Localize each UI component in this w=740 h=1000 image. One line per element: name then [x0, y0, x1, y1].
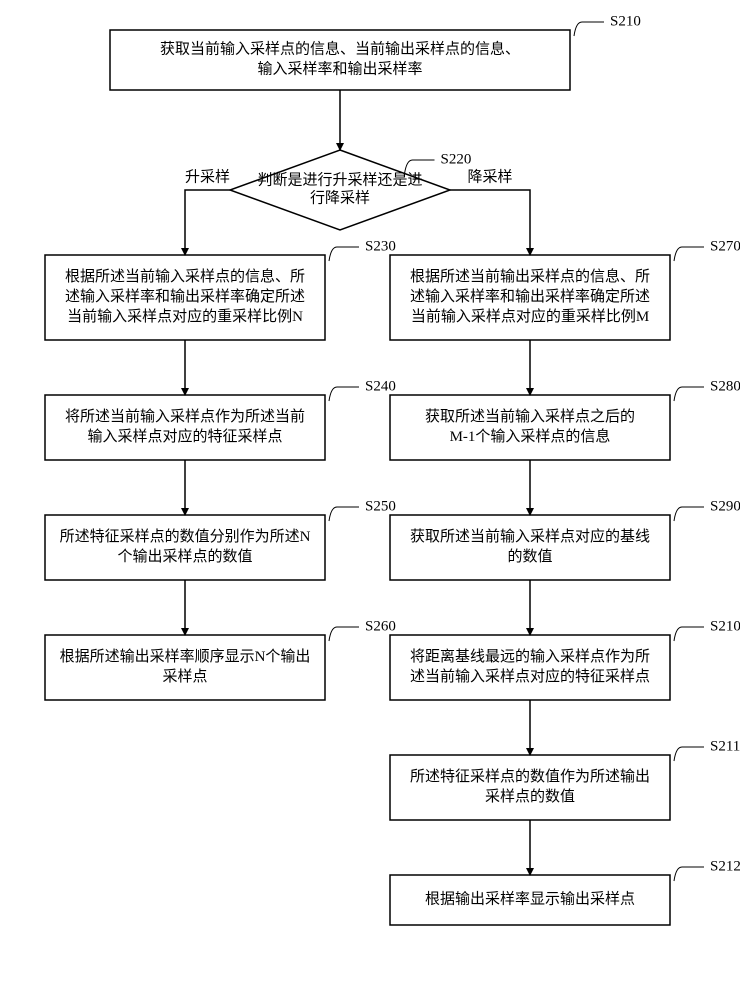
label-leader	[674, 747, 704, 761]
node-text: 输入采样率和输出采样率	[257, 60, 422, 77]
step-label: S220	[441, 151, 472, 167]
node-s260: 根据所述输出采样率顺序显示N个输出采样点 S260	[45, 618, 396, 700]
edge	[450, 190, 530, 255]
node-text: 获取所述当前输入采样点之后的	[425, 408, 635, 425]
node-text: 获取所述当前输入采样点对应的基线	[410, 527, 650, 545]
node-s250: 所述特征采样点的数值分别作为所述N 个输出采样点的数值 S250	[45, 498, 396, 580]
label-leader	[674, 627, 704, 641]
node-text: 采样点	[162, 668, 207, 685]
node-s270: 根据所述当前输出采样点的信息、所述输入采样率和输出采样率确定所述当前输入采样点对…	[390, 238, 740, 340]
node-text: 根据所述输出采样率顺序显示N个输出	[60, 648, 311, 665]
label-leader	[674, 507, 704, 521]
node-text: 根据所述当前输入采样点的信息、所	[65, 268, 305, 285]
label-leader	[329, 387, 359, 401]
branch-label-right: 降采样	[467, 168, 512, 185]
node-text: 个输出采样点的数值	[117, 548, 252, 565]
node-s2100: 将距离基线最远的输入采样点作为所述当前输入采样点对应的特征采样点 S2100	[390, 618, 740, 700]
step-label: S270	[710, 238, 740, 254]
node-s240: 将所述当前输入采样点作为所述当前输入采样点对应的特征采样点 S240	[45, 378, 396, 460]
flowchart: 获取当前输入采样点的信息、当前输出采样点的信息、输入采样率和输出采样率 S210 判…	[0, 0, 740, 1000]
step-label: S260	[365, 618, 396, 634]
edge	[185, 190, 230, 255]
node-text: 述当前输入采样点对应的特征采样点	[410, 667, 650, 685]
branch-label-left: 升采样	[185, 168, 230, 185]
node-text: 所述特征采样点的数值分别作为所述N	[60, 528, 311, 545]
label-leader	[329, 507, 359, 521]
node-text: 述输入采样率和输出采样率确定所述	[65, 288, 305, 305]
label-leader	[329, 247, 359, 261]
node-text: 述输入采样率和输出采样率确定所述	[410, 288, 650, 305]
node-s210: 获取当前输入采样点的信息、当前输出采样点的信息、输入采样率和输出采样率 S210	[110, 13, 641, 90]
step-label: S210	[610, 13, 641, 29]
label-leader	[674, 387, 704, 401]
label-leader	[674, 867, 704, 881]
node-s2110: 所述特征采样点的数值作为所述输出采样点的数值 S2110	[390, 738, 740, 820]
step-label: S280	[710, 378, 740, 394]
node-text: 根据输出采样率显示输出采样点	[425, 890, 635, 907]
node-text: 将距离基线最远的输入采样点作为所	[410, 648, 650, 665]
node-text: 行降采样	[310, 189, 370, 206]
node-text: 采样点的数值	[485, 788, 575, 805]
node-text: 根据所述当前输出采样点的信息、所	[410, 268, 650, 285]
step-label: S2110	[710, 738, 740, 754]
node-text: 判断是进行升采样还是进	[257, 171, 422, 188]
node-text: 获取当前输入采样点的信息、当前输出采样点的信息、	[160, 40, 520, 57]
node-text: M-1个输入采样点的信息	[450, 428, 611, 445]
step-label: S2120	[710, 858, 740, 874]
node-text: 当前输入采样点对应的重采样比例M	[411, 307, 649, 325]
step-label: S240	[365, 378, 396, 394]
step-label: S250	[365, 498, 396, 514]
node-s280: 获取所述当前输入采样点之后的 M-1个输入采样点的信息 S280	[390, 378, 740, 460]
node-text: 的数值	[507, 548, 552, 565]
node-s290: 获取所述当前输入采样点对应的基线的数值 S290	[390, 498, 740, 580]
node-s220: 判断是进行升采样还是进行降采样 S220	[230, 150, 471, 230]
node-text: 输入采样点对应的特征采样点	[87, 427, 282, 445]
label-leader	[574, 22, 604, 36]
node-text: 将所述当前输入采样点作为所述当前	[65, 408, 305, 425]
label-leader	[329, 627, 359, 641]
step-label: S230	[365, 238, 396, 254]
node-text: 当前输入采样点对应的重采样比例N	[67, 307, 303, 325]
step-label: S2100	[710, 618, 740, 634]
node-s2120: 根据输出采样率显示输出采样点 S2120	[390, 858, 740, 925]
node-s230: 根据所述当前输入采样点的信息、所述输入采样率和输出采样率确定所述当前输入采样点对…	[45, 238, 396, 340]
step-label: S290	[710, 498, 740, 514]
label-leader	[674, 247, 704, 261]
node-text: 所述特征采样点的数值作为所述输出	[410, 768, 650, 785]
